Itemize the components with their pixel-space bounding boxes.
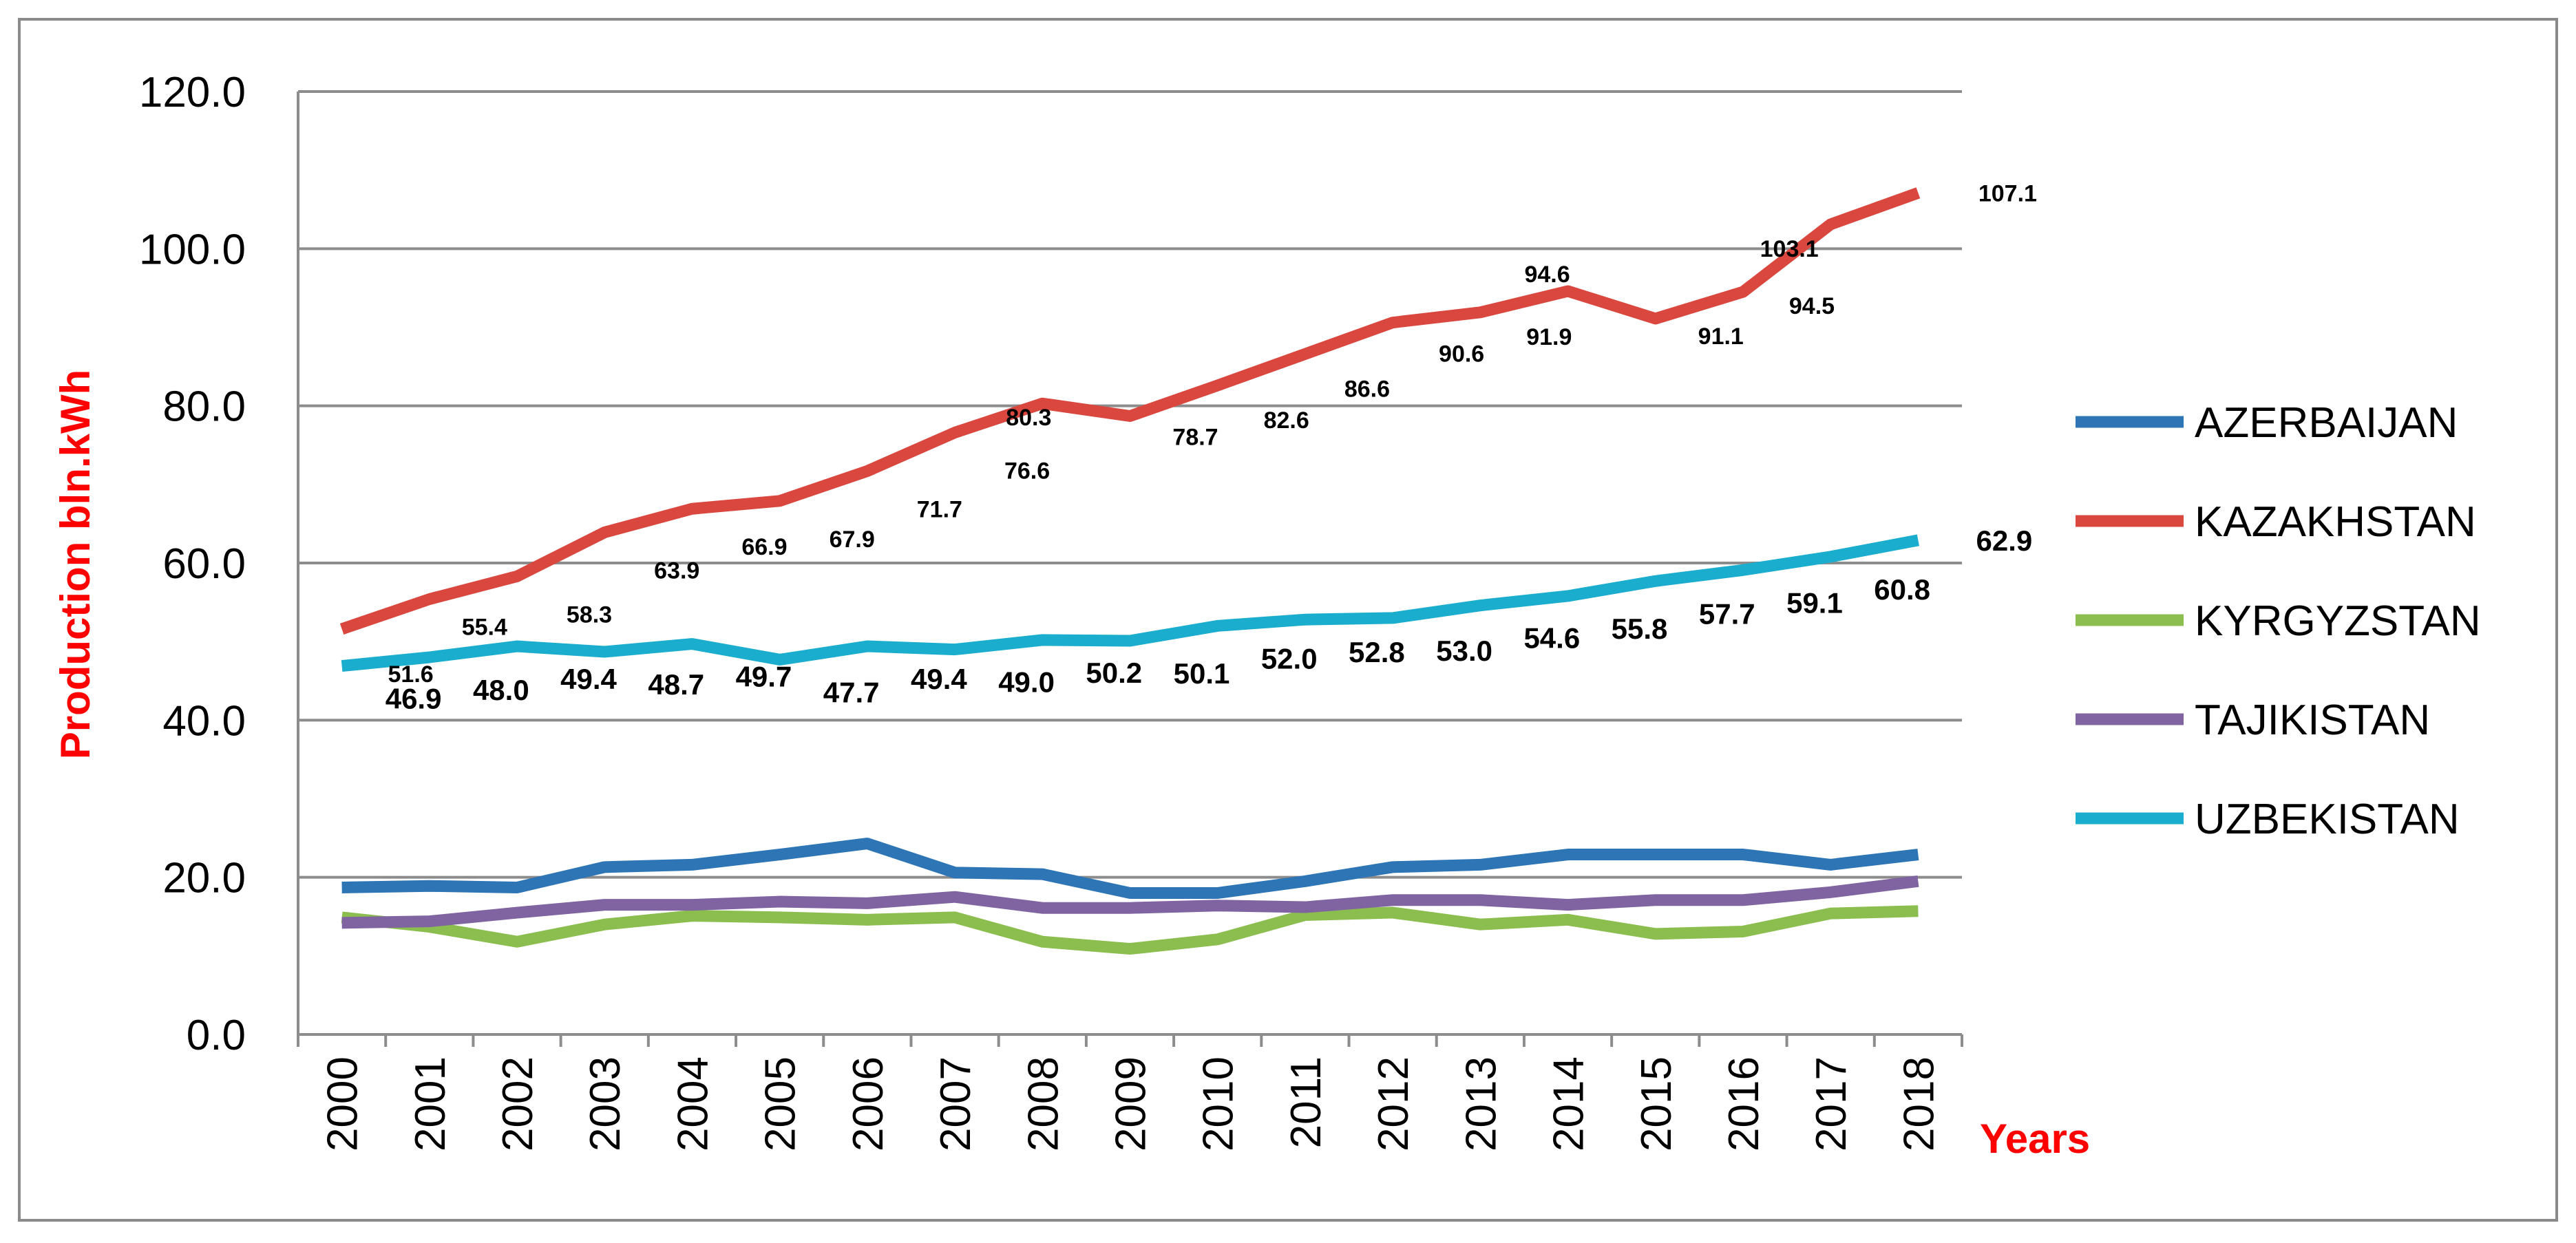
axes: 0.0 20.0 40.0 60.0 80.0 100.0 120.0 2000 2001 200… <box>139 69 1963 1151</box>
data-label-uzbekistan-2010: 52.0 <box>1261 642 1318 674</box>
data-label-kazakhstan-2016: 94.5 <box>1789 293 1835 319</box>
x-axis-title: Years <box>1980 1116 2090 1162</box>
data-label-uzbekistan-2017: 60.8 <box>1874 573 1930 606</box>
y-tick-label-4: 80.0 <box>162 383 246 431</box>
x-tick-label-2009: 2009 <box>1108 1056 1155 1151</box>
data-label-kazakhstan-2004: 66.9 <box>741 534 787 560</box>
x-tick-label-2006: 2006 <box>845 1056 892 1151</box>
x-tick-label-2001: 2001 <box>407 1056 454 1151</box>
data-label-uzbekistan-2000: 46.9 <box>386 683 442 715</box>
y-tick-label-3: 60.0 <box>162 540 246 588</box>
data-label-uzbekistan-2001: 48.0 <box>473 674 529 706</box>
data-label-kazakhstan-2009: 78.7 <box>1172 425 1218 451</box>
data-label-uzbekistan-2012: 53.0 <box>1436 635 1492 667</box>
data-label-uzbekistan-2003: 48.7 <box>648 668 704 701</box>
data-label-kazakhstan-2014: 94.6 <box>1524 262 1570 288</box>
data-label-kazakhstan-2005: 67.9 <box>830 527 875 553</box>
data-label-kazakhstan-2006: 71.7 <box>917 496 962 522</box>
data-label-uzbekistan-2009: 50.1 <box>1174 657 1230 690</box>
x-tick-label-2014: 2014 <box>1545 1056 1593 1151</box>
data-label-uzbekistan-2005: 47.7 <box>823 676 880 708</box>
x-tick-label-2003: 2003 <box>582 1056 629 1151</box>
legend-label-tajikistan: TAJIKISTAN <box>2195 697 2430 744</box>
series-line-azerbaijan <box>341 838 1919 899</box>
series-lines <box>339 187 1921 955</box>
legend-label-kazakhstan: KAZAKHSTAN <box>2195 498 2476 546</box>
y-tick-label-5: 100.0 <box>139 226 246 273</box>
data-label-kazakhstan-2010: 82.6 <box>1264 407 1309 434</box>
x-tick-label-2013: 2013 <box>1457 1056 1505 1151</box>
data-label-kazakhstan-2001: 55.4 <box>462 615 507 641</box>
data-label-kazakhstan-2017: 103.1 <box>1760 236 1819 262</box>
data-label-uzbekistan-2006: 49.4 <box>911 663 967 695</box>
data-label-kazakhstan-2007: 76.6 <box>1004 458 1050 484</box>
data-label-kazakhstan-2015: 91.1 <box>1698 323 1744 350</box>
data-label-kazakhstan-2018: 107.1 <box>1978 180 2037 206</box>
x-tick-label-2000: 2000 <box>319 1056 367 1151</box>
series-line-kyrgyzstan <box>341 905 1919 955</box>
legend-label-azerbaijan: AZERBAIJAN <box>2195 399 2458 447</box>
y-tick-label-0: 0.0 <box>187 1012 246 1059</box>
data-label-kazakhstan-2012: 90.6 <box>1439 341 1484 368</box>
x-tick-label-2016: 2016 <box>1720 1056 1768 1151</box>
data-label-uzbekistan-2015: 57.7 <box>1699 597 1755 630</box>
y-axis-title: Production bln.kWh <box>52 370 98 760</box>
x-tick-label-2010: 2010 <box>1195 1056 1243 1151</box>
x-tick-label-2007: 2007 <box>932 1056 980 1151</box>
data-label-uzbekistan-2014: 55.8 <box>1612 613 1668 645</box>
data-label-uzbekistan-2002: 49.4 <box>560 663 617 695</box>
y-tick-label-6: 120.0 <box>139 69 246 116</box>
data-label-uzbekistan-2008: 50.2 <box>1086 657 1142 689</box>
series-line-uzbekistan <box>341 534 1919 672</box>
data-label-uzbekistan-2007: 49.0 <box>998 666 1055 699</box>
data-label-kazakhstan-2013: 91.9 <box>1526 324 1572 350</box>
data-label-kazakhstan-2008: 80.3 <box>1006 405 1051 431</box>
x-tick-label-2017: 2017 <box>1808 1056 1855 1151</box>
y-tick-label-2: 40.0 <box>162 697 246 745</box>
x-tick-label-2005: 2005 <box>757 1056 805 1151</box>
data-label-uzbekistan-2004: 49.7 <box>736 661 792 693</box>
data-label-uzbekistan-2016: 59.1 <box>1786 586 1843 619</box>
data-labels: 51.6 55.4 58.3 63.9 66.9 67.9 71.7 76.6 80.3 78.7… <box>386 180 2037 714</box>
x-tick-label-2012: 2012 <box>1370 1056 1417 1151</box>
data-label-kazakhstan-2011: 86.6 <box>1344 376 1390 402</box>
data-label-kazakhstan-2000: 51.6 <box>388 661 434 688</box>
y-tick-label-1: 20.0 <box>162 855 246 902</box>
x-tick-label-2004: 2004 <box>669 1056 717 1151</box>
x-tick-label-2015: 2015 <box>1633 1056 1680 1151</box>
legend-label-kyrgyzstan: KYRGYZSTAN <box>2195 597 2481 645</box>
x-tick-label-2002: 2002 <box>494 1056 542 1151</box>
x-tick-label-2011: 2011 <box>1282 1056 1330 1148</box>
series-line-kazakhstan <box>339 187 1921 635</box>
series-line-tajikistan <box>341 875 1919 929</box>
legend: AZERBAIJAN KAZAKHSTAN KYRGYZSTAN TAJIKISTAN… <box>2076 399 2481 843</box>
data-label-uzbekistan-2018: 62.9 <box>1976 524 2033 557</box>
x-tick-label-2008: 2008 <box>1020 1056 1067 1151</box>
x-tick-label-2018: 2018 <box>1895 1056 1943 1151</box>
data-label-uzbekistan-2011: 52.8 <box>1349 636 1405 668</box>
data-label-kazakhstan-2002: 58.3 <box>567 602 612 628</box>
legend-label-uzbekistan: UZBEKISTAN <box>2195 796 2460 843</box>
data-label-kazakhstan-2003: 63.9 <box>654 557 699 584</box>
data-label-uzbekistan-2013: 54.6 <box>1523 622 1580 655</box>
